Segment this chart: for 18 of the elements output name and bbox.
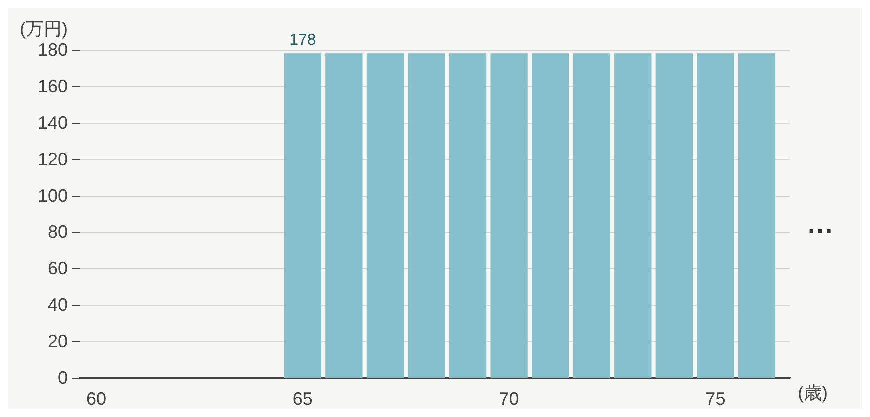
x-tick-label: 60 (86, 389, 107, 409)
x-tick-label: 65 (292, 389, 313, 409)
data-label: 178 (290, 32, 316, 50)
y-tick-label: 100 (38, 186, 68, 206)
x-axis-title: (歳) (798, 383, 828, 403)
x-tick-label: 70 (499, 389, 520, 409)
y-tick-label: 180 (38, 40, 68, 60)
y-tick-label: 120 (38, 149, 68, 170)
y-axis-title: (万円) (20, 19, 68, 39)
y-tick-label: 80 (48, 222, 68, 242)
y-tick-label: 40 (48, 295, 68, 316)
text: ··· (808, 216, 834, 246)
x-tick-label: 75 (706, 389, 726, 409)
y-tick-label: 0 (58, 368, 68, 388)
y-tick-label: 60 (48, 258, 68, 279)
y-tick-label: 140 (38, 112, 68, 133)
y-tick-label: 20 (48, 332, 68, 352)
y-tick-label: 160 (38, 76, 68, 96)
